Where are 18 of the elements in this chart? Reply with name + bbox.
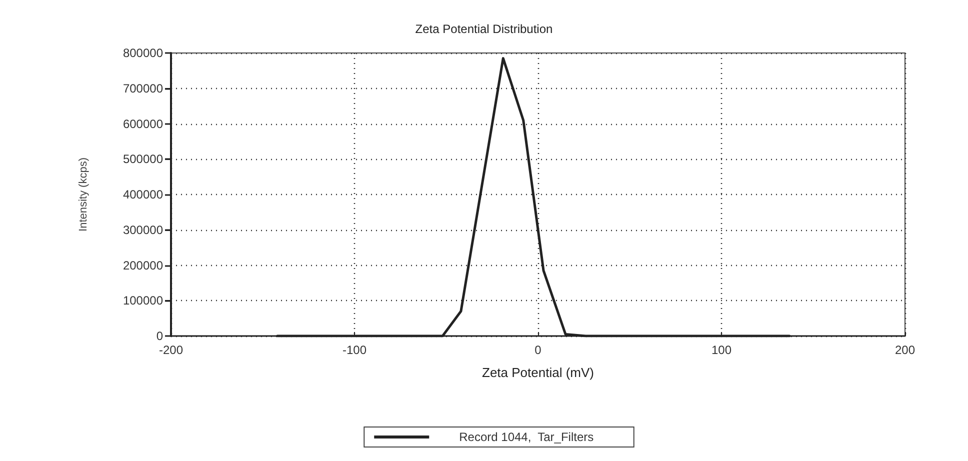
x-axis-title: Zeta Potential (mV) [482, 365, 594, 380]
y-tick-label: 400000 [122, 188, 164, 202]
y-tick-label: 100000 [122, 294, 164, 308]
y-tick-label: 600000 [122, 116, 164, 131]
y-tick-label: 200000 [122, 258, 164, 272]
y-tick-label: 300000 [122, 222, 164, 237]
y-axis-title: Intensity (kcps) [78, 158, 90, 232]
y-tick-label: 700000 [122, 81, 164, 96]
x-tick-label: -200 [158, 343, 184, 357]
text: Record 1044, Tar_Filters [459, 430, 594, 444]
y-tick-label: 500000 [122, 152, 164, 166]
x-tick-label: 200 [894, 343, 916, 357]
x-tick-label: 0 [534, 343, 542, 357]
x-tick-label: 100 [711, 343, 732, 357]
y-tick-label: 0 [156, 329, 164, 343]
y-tick-label: 800000 [122, 46, 164, 60]
x-tick-label: -100 [342, 343, 367, 357]
chart-title: Zeta Potential Distribution [415, 22, 553, 36]
